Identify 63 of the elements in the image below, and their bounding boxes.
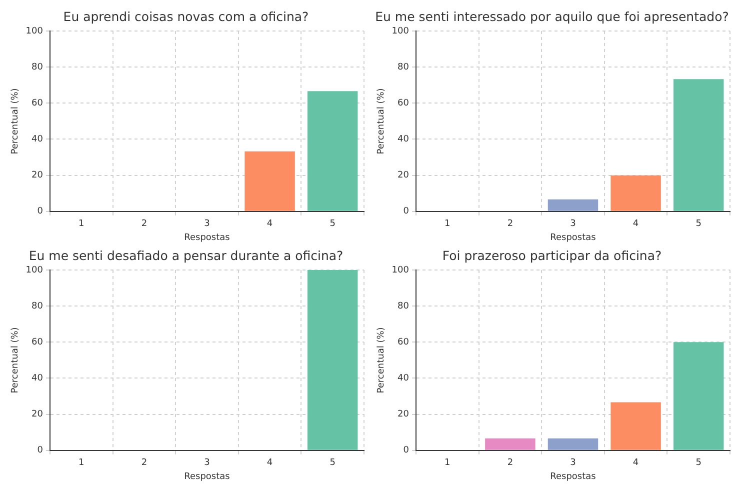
y-tick-label: 40: [32, 134, 44, 145]
y-axis-title: Percentual (%): [376, 327, 387, 394]
x-tick-label: 2: [141, 458, 148, 468]
x-tick-label: 5: [696, 458, 702, 468]
bar: [673, 342, 724, 450]
x-tick-label: 3: [570, 458, 576, 468]
x-axis-title: Respostas: [184, 232, 230, 243]
y-tick-label: 20: [398, 170, 410, 181]
y-axis-title: Percentual (%): [10, 327, 21, 394]
x-tick-label: 5: [330, 458, 336, 468]
y-tick-label: 20: [32, 170, 44, 181]
bar: [610, 402, 661, 450]
y-tick-label: 100: [392, 265, 410, 276]
y-tick-label: 40: [32, 374, 44, 384]
x-tick-label: 3: [204, 458, 210, 468]
y-tick-label: 80: [32, 62, 44, 72]
bar: [548, 199, 598, 211]
y-tick-label: 100: [26, 26, 44, 36]
x-tick-label: 1: [444, 458, 450, 468]
x-tick-label: 1: [78, 458, 84, 468]
y-tick-label: 0: [37, 446, 44, 456]
x-tick-label: 4: [632, 458, 639, 468]
y-tick-label: 0: [37, 206, 44, 217]
x-tick-label: 2: [141, 219, 148, 230]
x-tick-label: 4: [632, 219, 639, 230]
chart-title: Eu me senti desafiado a pensar durante a oficina?: [28, 248, 344, 263]
y-tick-label: 20: [32, 410, 44, 420]
y-tick-label: 80: [398, 62, 410, 72]
bar: [548, 438, 598, 450]
chart-title: Eu me senti interessado por aquilo que foi apresentado?: [375, 8, 729, 24]
y-tick-label: 100: [26, 265, 44, 276]
x-tick-label: 4: [266, 458, 273, 468]
x-tick-label: 2: [507, 219, 514, 230]
y-tick-label: 0: [403, 206, 410, 217]
y-tick-label: 80: [32, 301, 44, 312]
x-tick-label: 2: [507, 458, 514, 468]
y-tick-label: 0: [403, 446, 410, 456]
bar: [485, 438, 536, 450]
x-tick-label: 1: [444, 219, 450, 230]
x-tick-label: 3: [570, 219, 576, 230]
y-tick-label: 80: [398, 301, 410, 312]
chart-title: Eu aprendi coisas novas com a oficina?: [63, 8, 309, 24]
x-tick-label: 3: [204, 219, 210, 230]
y-tick-label: 40: [398, 374, 410, 384]
y-tick-label: 60: [32, 98, 44, 109]
chart-title: Foi prazeroso participar da oficina?: [442, 248, 662, 263]
y-tick-label: 40: [398, 134, 410, 145]
x-axis-title: Respostas: [550, 232, 596, 243]
y-tick-label: 60: [32, 338, 44, 348]
y-tick-label: 20: [398, 410, 410, 420]
x-tick-label: 4: [266, 219, 273, 230]
bar: [673, 79, 724, 211]
x-tick-label: 5: [330, 219, 336, 230]
x-axis-title: Respostas: [550, 472, 596, 482]
x-tick-label: 5: [696, 219, 702, 230]
y-tick-label: 100: [392, 26, 410, 36]
y-tick-label: 60: [398, 338, 410, 348]
bar: [610, 175, 661, 211]
y-tick-label: 60: [398, 98, 410, 109]
x-tick-label: 1: [78, 219, 84, 230]
x-axis-title: Respostas: [184, 472, 230, 482]
y-axis-title: Percentual (%): [376, 88, 387, 154]
y-axis-title: Percentual (%): [10, 88, 21, 154]
